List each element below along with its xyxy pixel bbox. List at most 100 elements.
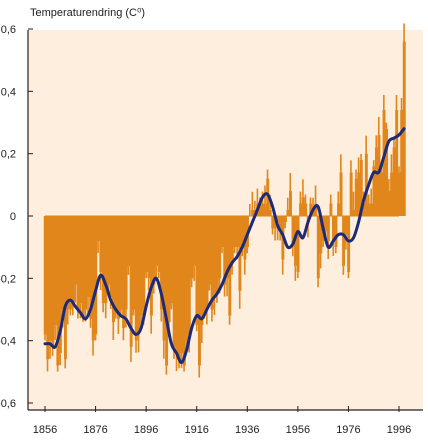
temperature-bar: [215, 216, 219, 294]
temperature-bar: [354, 178, 358, 216]
temperature-bar: [233, 216, 237, 248]
y-tick-label: 0,6: [1, 24, 16, 36]
temperature-bar: [195, 216, 199, 326]
temperature-bar: [74, 216, 78, 285]
x-tick-label: 1916: [184, 424, 208, 436]
temperature-bar: [339, 172, 343, 216]
temperature-bar: [91, 216, 95, 341]
bars-group: [43, 41, 406, 366]
temperature-bar: [192, 216, 196, 266]
temperature-bar: [157, 216, 161, 273]
temperature-bar: [299, 203, 303, 216]
temperature-bar: [99, 216, 103, 273]
x-tick-label: 1896: [134, 424, 158, 436]
temperature-bar: [142, 216, 146, 310]
temperature-bar: [96, 216, 100, 241]
temperature-bar: [374, 147, 378, 216]
temperature-bar: [314, 203, 318, 216]
temperature-bar: [200, 216, 204, 326]
temperature-bar: [61, 216, 65, 310]
temperature-bar: [180, 216, 184, 354]
temperature-bar: [369, 203, 373, 216]
temperature-bar: [134, 216, 138, 341]
temperature-bar: [170, 216, 174, 304]
temperature-bar: [364, 153, 368, 216]
temperature-bar: [43, 216, 47, 335]
temperature-bar: [51, 216, 55, 347]
temperature-bar: [230, 216, 234, 260]
smoothed-temperature-line: [43, 127, 406, 364]
temperature-bar: [352, 209, 356, 216]
temperature-bar: [132, 216, 136, 310]
temperature-bar: [154, 216, 158, 266]
y-tick-label: 0: [10, 211, 16, 223]
temperature-bar: [48, 216, 52, 341]
temperature-bar: [127, 216, 131, 266]
temperature-bar: [175, 216, 179, 354]
temperature-bar: [149, 216, 153, 316]
y-tick-label: -0,6: [0, 398, 16, 410]
temperature-bar: [326, 216, 330, 241]
temperature-bar: [218, 216, 222, 279]
temperature-bar: [304, 203, 308, 216]
temperature-bar: [185, 216, 189, 341]
temperature-bar: [309, 203, 313, 216]
temperature-bar: [362, 203, 366, 216]
temperature-bar: [367, 203, 371, 216]
temperature-bar: [251, 209, 255, 216]
temperature-bar: [197, 216, 201, 366]
temperature-bar: [387, 191, 391, 216]
temperature-bar: [319, 216, 323, 254]
temperature-bar: [342, 216, 346, 266]
temperature-bar: [263, 203, 267, 216]
temperature-bar: [324, 216, 328, 232]
temperature-bar: [258, 203, 262, 216]
temperature-bar: [129, 216, 133, 347]
temperature-bar: [208, 216, 212, 285]
temperature-bar: [205, 216, 209, 310]
temperature-bar: [210, 216, 214, 310]
temperature-bar: [235, 216, 239, 248]
y-tick-label: 0,4: [1, 86, 16, 98]
temperature-bar: [359, 159, 363, 216]
temperature-bar: [225, 216, 229, 279]
temperature-bar: [53, 216, 57, 326]
x-tick-label: 1976: [336, 424, 360, 436]
temperature-bar: [106, 216, 110, 285]
temperature-bar: [382, 110, 386, 216]
temperature-bar: [177, 216, 181, 360]
temperature-bar: [276, 216, 280, 223]
temperature-bar: [117, 216, 120, 319]
temperature-bar: [63, 216, 67, 360]
temperature-bar: [71, 216, 75, 304]
x-tick-label: 1856: [33, 424, 57, 436]
y-tick-label: -0,2: [0, 273, 16, 285]
temperature-bar: [395, 110, 399, 216]
temperature-bar: [390, 172, 394, 216]
temperature-bar: [139, 216, 143, 316]
temperature-bar: [172, 216, 176, 347]
x-tick-label: 1936: [235, 424, 259, 436]
temperature-bar: [124, 216, 128, 310]
temperature-bar: [84, 216, 88, 310]
temperature-bar: [213, 216, 217, 298]
temperature-bar: [69, 216, 72, 310]
temperature-bar: [122, 216, 126, 329]
temperature-bar: [261, 203, 265, 216]
temperature-bar: [400, 110, 404, 216]
temperature-bar: [220, 216, 224, 248]
temperature-bar: [79, 216, 83, 304]
temperature-bar: [89, 216, 93, 319]
temperature-bar: [283, 216, 287, 223]
temperature-bar: [137, 216, 141, 335]
temperature-bar: [46, 216, 50, 360]
temperature-bar: [112, 216, 115, 322]
temperature-bar: [109, 216, 113, 298]
temperature-bar: [380, 172, 383, 216]
temperature-bar: [240, 216, 244, 248]
x-tick-label: 1876: [83, 424, 107, 436]
temperature-bar: [392, 147, 396, 216]
temperature-bar: [56, 216, 60, 366]
temperature-bar: [385, 128, 389, 216]
